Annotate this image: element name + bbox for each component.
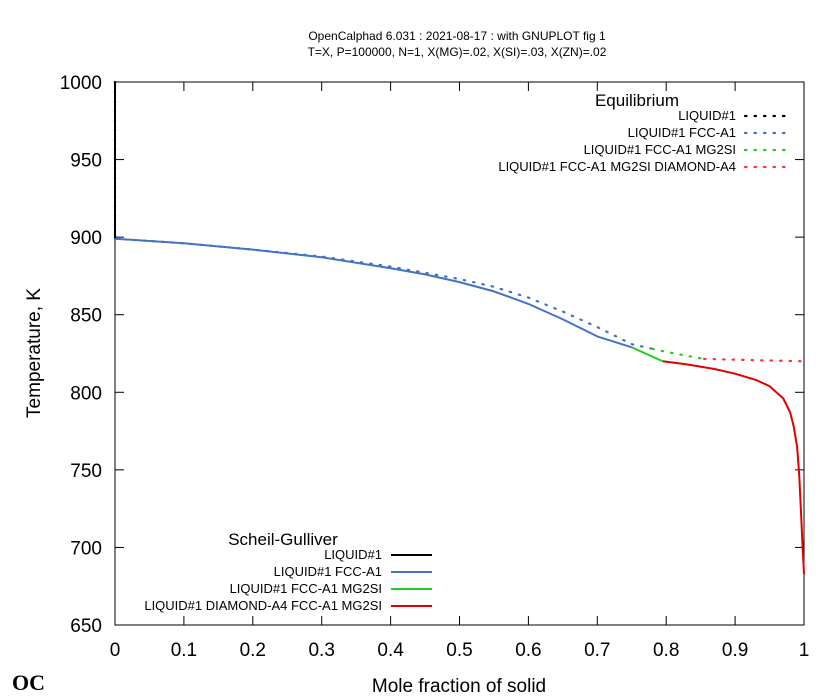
y-tick-label: 850: [70, 306, 102, 327]
legend-entry-label: LIQUID#1 FCC-A1 MG2SI: [230, 581, 382, 596]
y-tick-label: 700: [70, 538, 102, 559]
equilibrium-series-line: [702, 357, 806, 363]
chart-subtitle: T=X, P=100000, N=1, X(MG)=.02, X(SI)=.03…: [308, 45, 607, 59]
y-tick-label: 900: [70, 228, 102, 249]
y-tick-label: 800: [70, 383, 102, 404]
x-tick-label: 0.9: [722, 640, 748, 661]
x-tick-label: 0: [110, 640, 121, 661]
legend-entry-label: LIQUID#1: [678, 108, 736, 123]
axis-ticks: 0 0.1 0.2 0.3 0.4 0.5 0.6 0.7 0.8 0.9 1 650 700 750 80…: [60, 73, 810, 661]
legend-title: Scheil-Gulliver: [228, 530, 338, 549]
equilibrium-series-line: [113, 237, 654, 350]
legend-entry-label: LIQUID#1 FCC-A1 MG2SI: [584, 142, 736, 157]
legend-entry-label: LIQUID#1 FCC-A1: [274, 564, 382, 579]
legend-entry-label: LIQUID#1: [324, 547, 382, 562]
scheil-series-line: [662, 360, 805, 574]
legend-entry-label: LIQUID#1 FCC-A1: [628, 125, 736, 140]
scheil-series-line: [631, 346, 664, 363]
opencalphad-logo: OC: [12, 670, 45, 695]
legend-entry-label: LIQUID#1 FCC-A1 MG2SI DIAMOND-A4: [498, 159, 736, 174]
scheil-series-line: [114, 237, 633, 349]
y-tick-label: 750: [70, 461, 102, 482]
series-layer: [113, 80, 806, 574]
legend-entry-label: LIQUID#1 DIAMOND-A4 FCC-A1 MG2SI: [144, 598, 382, 613]
x-tick-label: 0.6: [515, 640, 541, 661]
x-tick-label: 0.4: [377, 640, 404, 661]
x-tick-label: 0.1: [171, 640, 197, 661]
x-tick-label: 0.7: [584, 640, 610, 661]
x-tick-label: 1: [799, 640, 810, 661]
legend-title: Equilibrium: [595, 91, 679, 110]
x-tick-label: 0.8: [653, 640, 679, 661]
x-tick-label: 0.2: [240, 640, 266, 661]
y-tick-label: 1000: [60, 73, 102, 94]
equilibrium-series-line: [651, 347, 706, 360]
y-axis-label: Temperature, K: [24, 288, 45, 418]
y-tick-label: 650: [70, 616, 102, 637]
x-tick-label: 0.3: [308, 640, 334, 661]
chart-title: OpenCalphad 6.031 : 2021-08-17 : with GN…: [308, 29, 606, 43]
x-tick-label: 0.5: [446, 640, 472, 661]
x-axis-label: Mole fraction of solid: [372, 676, 546, 697]
y-tick-label: 950: [70, 151, 102, 172]
